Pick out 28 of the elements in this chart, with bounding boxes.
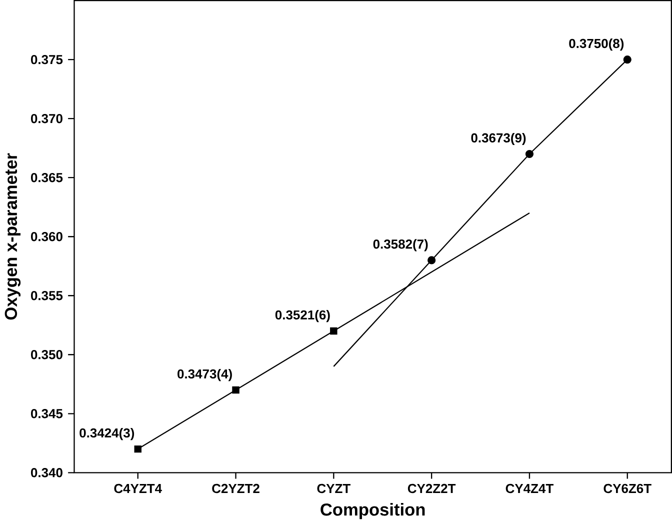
point (428, 256, 436, 264)
data-label: 0.3473(4) (178, 369, 232, 382)
y-axis-title: Oxygen x-parameter (4, 153, 21, 320)
data-label: 0.3424(3) (80, 428, 134, 440)
x-tick-label: CY6Z6T (604, 484, 652, 494)
x-axis-title: Composition (320, 503, 425, 520)
point (623, 56, 632, 64)
data-label: 0.3673(9) (471, 132, 526, 146)
x-tick-label: CY2Z2T (408, 484, 456, 494)
y-tick-label: 0.375 (30, 54, 63, 64)
y-tick-label: 0.345 (30, 409, 63, 418)
data-label: 0.3582(7) (373, 239, 428, 252)
y-tick-label: 0.340 (30, 468, 62, 478)
x-tick-label: CYZT (317, 484, 350, 494)
y-tick-label: 0.365 (30, 173, 63, 182)
y-tick-label: 0.350 (30, 350, 62, 360)
point (232, 386, 240, 394)
y-tick-label: 0.370 (30, 114, 62, 124)
y-tick-label: 0.355 (30, 291, 63, 300)
point (134, 445, 142, 453)
point (525, 150, 534, 158)
point (330, 327, 338, 335)
data-label: 0.3521(6) (275, 310, 330, 322)
y-tick-label: 0.360 (30, 232, 62, 242)
x-tick-label: C2YZT2 (212, 484, 260, 494)
x-tick-label: CY4Z4T (506, 484, 554, 494)
data-label: 0.3750(8) (569, 38, 624, 51)
x-tick-label: C4YZT4 (114, 484, 162, 494)
